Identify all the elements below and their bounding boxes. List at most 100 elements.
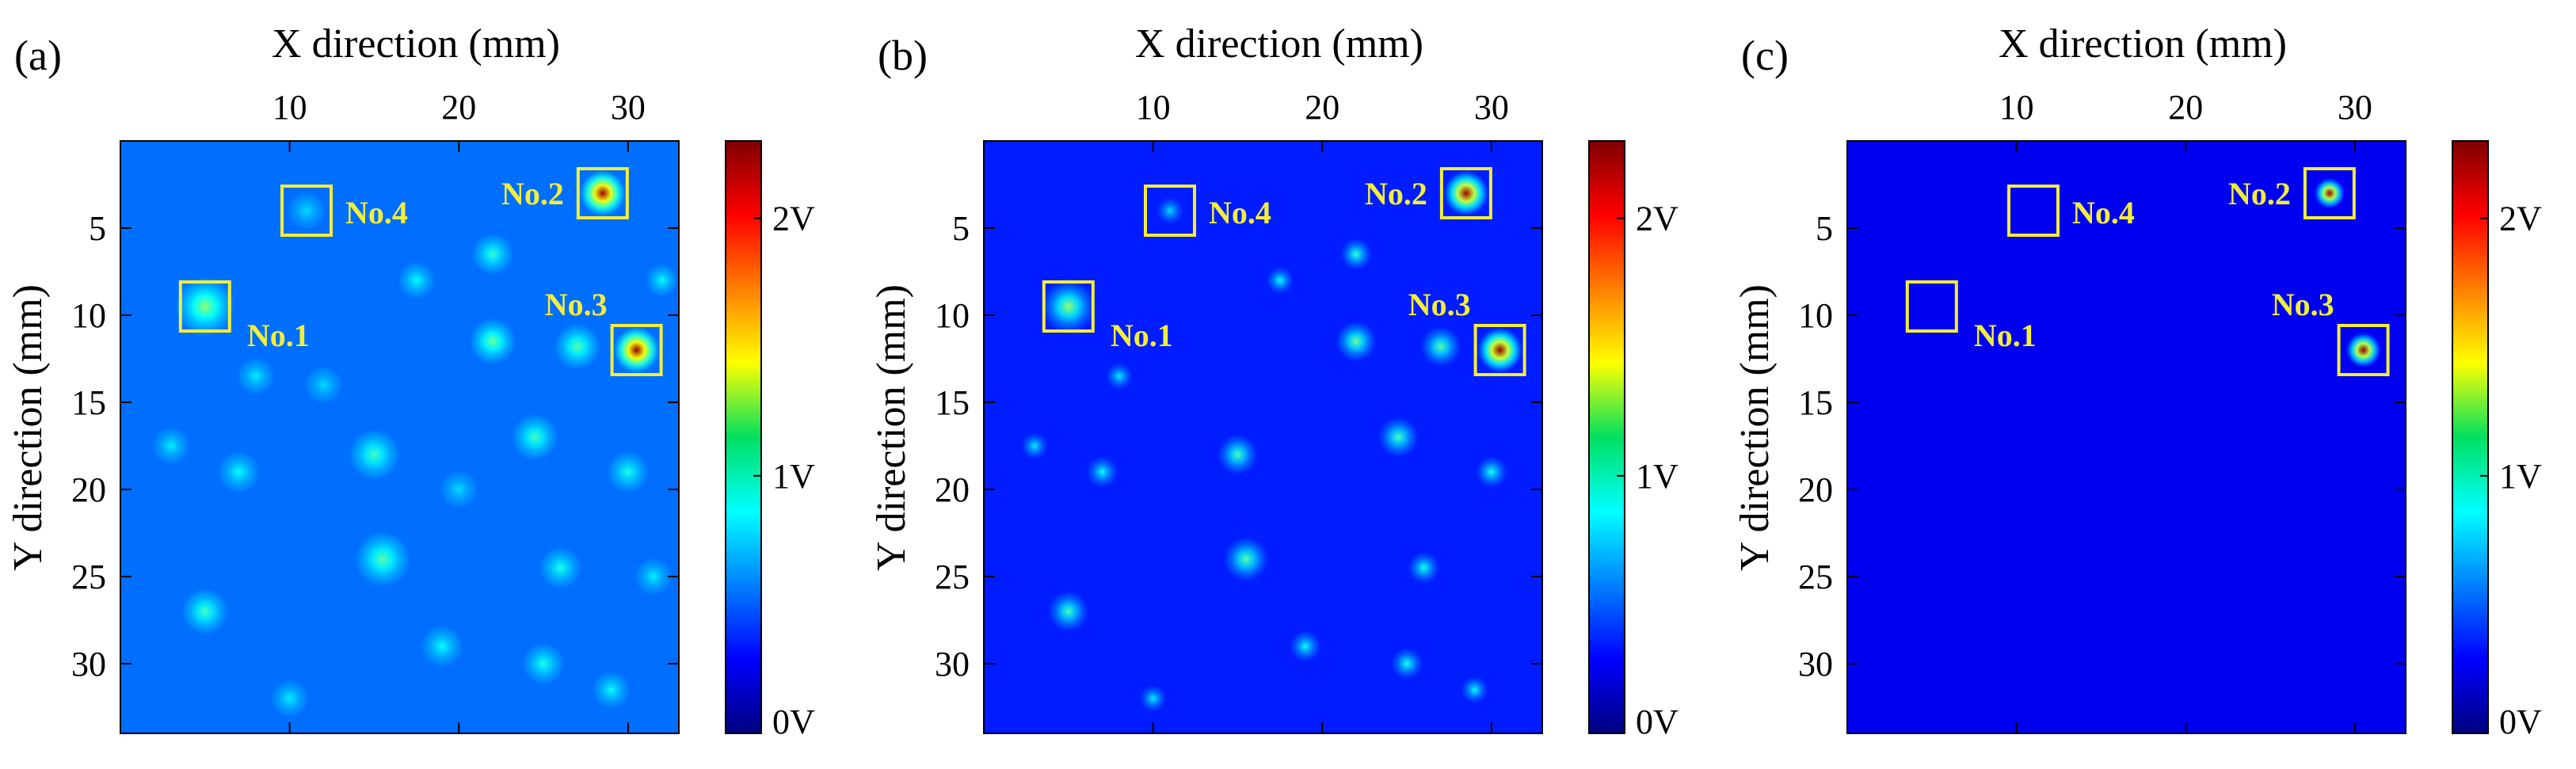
colorbar: 0V 1V 2V <box>2452 140 2542 741</box>
x-tick-label: 10 <box>1136 88 1171 127</box>
colorbar-tick-label: 2V <box>1636 200 1679 238</box>
heatmap-spot <box>1474 455 1508 489</box>
marker-box <box>2007 185 2060 237</box>
y-tick-label: 5 <box>952 209 970 248</box>
colorbar-gradient <box>725 140 762 734</box>
heatmap-spot <box>181 588 229 635</box>
heatmap-spot <box>1085 455 1119 489</box>
y-tick-label: 25 <box>935 558 970 596</box>
heatmap-spot <box>1039 278 1097 335</box>
x-tick-label: 30 <box>1474 88 1509 127</box>
x-tick-label: 20 <box>1305 88 1339 127</box>
y-tick-label: 15 <box>935 383 970 422</box>
marker-box <box>178 280 231 333</box>
marker-box <box>1144 185 1196 237</box>
marker-box <box>1473 324 1526 376</box>
plot-frame <box>120 140 680 734</box>
marker-box <box>2337 324 2390 376</box>
marker-box <box>610 324 663 376</box>
colorbar-tick-label: 0V <box>2499 702 2542 741</box>
colorbar-tick-label: 2V <box>772 200 815 238</box>
marker-label: No.2 <box>2228 176 2291 211</box>
heatmap-spot <box>1216 433 1259 476</box>
heatmap-spot <box>612 326 661 374</box>
marker-label: No.1 <box>1111 318 1173 353</box>
panel-c: (c) X direction (mm) Y direction (mm) 10… <box>1732 21 2542 741</box>
y-tick-label: 25 <box>71 558 106 596</box>
y-tick-label: 10 <box>1798 296 1833 335</box>
y-tick-label: 15 <box>71 383 106 422</box>
heatmap-spot <box>539 546 582 589</box>
y-tick-label: 30 <box>935 645 970 683</box>
colorbar-tick-label: 1V <box>1636 457 1679 496</box>
heatmap-plot: 10 20 30 5 10 15 20 25 30 No.1 No.2 No.3 No.4 <box>935 88 1543 734</box>
heatmap-spot <box>1156 196 1184 225</box>
heatmap-spot <box>645 264 679 297</box>
heatmap-spot <box>217 451 261 493</box>
y-tick-label: 20 <box>71 470 106 509</box>
heatmap-spot <box>1138 684 1168 713</box>
heatmap-background <box>984 141 1542 733</box>
y-tick-label: 5 <box>1816 209 1833 248</box>
marker-label: No.3 <box>1408 287 1471 322</box>
heatmap-background <box>1847 141 2406 733</box>
colorbar-gradient <box>1588 140 1625 734</box>
marker-box <box>1439 167 1492 219</box>
marker-label: No.1 <box>1974 318 2037 353</box>
y-tick-label: 20 <box>935 470 970 509</box>
heatmap-spot <box>578 169 627 217</box>
y-tick-label: 25 <box>1798 558 1833 596</box>
heatmap-spot <box>440 470 478 508</box>
y-axis-title: Y direction (mm) <box>869 284 914 571</box>
marker-box <box>280 185 333 237</box>
heatmap-spot <box>634 558 673 596</box>
panel-label: (b) <box>878 32 928 79</box>
marker-box <box>576 167 629 219</box>
plot-frame <box>1846 140 2406 734</box>
heatmap-spot <box>471 233 514 276</box>
heatmap-spot <box>420 625 463 668</box>
colorbar: 0V 1V 2V <box>725 140 815 741</box>
heatmap-spot <box>592 671 631 709</box>
marker-label: No.1 <box>247 318 310 353</box>
y-tick-label: 30 <box>71 645 106 683</box>
y-axis-title: Y direction (mm) <box>6 284 51 571</box>
marker-label: No.4 <box>1209 195 1271 230</box>
y-tick-label: 10 <box>71 296 106 335</box>
heatmap-spot <box>288 192 326 230</box>
x-axis-title: X direction (mm) <box>1999 21 2287 67</box>
heatmap-spot <box>511 413 559 461</box>
y-axis-title: Y direction (mm) <box>1732 284 1778 571</box>
heatmap-spot <box>1222 535 1271 583</box>
heatmap-spot <box>606 451 650 493</box>
x-axis-title: X direction (mm) <box>1135 21 1423 67</box>
heatmap-spot <box>397 261 436 299</box>
colorbar-tick-label: 1V <box>2499 457 2542 496</box>
colorbar-tick-label: 0V <box>1636 702 1679 741</box>
heatmap-spot <box>1288 630 1322 663</box>
heatmap-spot <box>354 531 412 588</box>
heatmap-spot <box>1460 676 1489 704</box>
marker-label: No.3 <box>545 287 608 322</box>
heatmap-spot <box>1104 362 1134 390</box>
heatmap-plot: 10 20 30 5 10 15 20 25 30 No.1 No.2 No.3 No.4 <box>71 88 680 734</box>
heatmap-spot <box>553 322 601 371</box>
heatmap-spot <box>522 642 566 685</box>
panel-label: (a) <box>14 32 62 79</box>
marker-box <box>1042 280 1095 333</box>
heatmap-spot <box>348 428 401 481</box>
heatmap-spot <box>1335 320 1378 363</box>
y-tick-label: 5 <box>89 209 106 248</box>
y-tick-label: 10 <box>935 296 970 335</box>
heatmap-spot <box>1020 432 1050 460</box>
marker-label: No.4 <box>345 195 408 230</box>
x-tick-label: 20 <box>2168 88 2203 127</box>
marker-box <box>2303 167 2356 219</box>
heatmap-spot <box>1476 326 1524 374</box>
colorbar-tick-label: 2V <box>2499 200 2542 238</box>
heatmap-spot <box>270 680 309 718</box>
panel-a: (a) X direction (mm) Y direction (mm) 10… <box>6 21 815 741</box>
heatmap-spot <box>1419 325 1462 368</box>
heatmap-spot <box>1046 590 1090 633</box>
